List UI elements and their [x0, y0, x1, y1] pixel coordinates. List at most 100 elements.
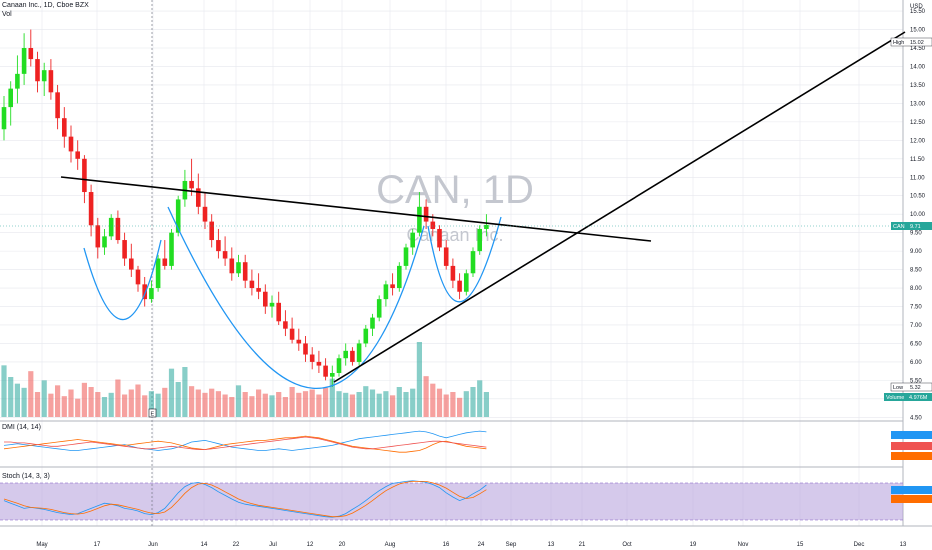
candle-body — [75, 151, 80, 159]
candle-body — [35, 59, 40, 82]
candle — [162, 240, 168, 270]
candle-body — [196, 188, 201, 207]
candle — [108, 214, 114, 241]
candle-body — [242, 262, 248, 281]
volume-bar — [88, 387, 94, 417]
candle — [403, 243, 409, 270]
price-tick-label: 10.50 — [910, 194, 926, 200]
candle — [289, 317, 295, 344]
candle-body — [155, 258, 161, 289]
candle-body — [363, 328, 369, 344]
time-tick-label: Aug — [385, 542, 396, 548]
volume-bar — [416, 342, 422, 417]
candle-body — [108, 217, 114, 237]
price-tick-label: 12.50 — [910, 120, 926, 126]
candle-body — [376, 299, 382, 318]
time-tick-label: May — [36, 542, 47, 548]
candle-body — [55, 92, 60, 119]
candle — [189, 158, 194, 196]
volume-bar — [450, 392, 456, 417]
time-tick-label: Oct — [622, 542, 632, 548]
volume-bar — [215, 391, 221, 417]
price-tick-label: 4.50 — [910, 415, 922, 421]
candles — [1, 29, 489, 388]
candle — [202, 192, 208, 229]
candle-body — [68, 136, 74, 152]
time-tick-label: 22 — [233, 542, 240, 548]
time-tick-label: 13 — [900, 542, 907, 548]
price-tick-label: 10.00 — [910, 212, 926, 218]
event-flag — [148, 408, 157, 418]
volume-bar — [316, 394, 322, 417]
candle — [88, 184, 94, 237]
candle-body — [457, 280, 462, 292]
volume-bar — [477, 380, 483, 417]
candle-body — [222, 251, 228, 259]
time-tick-label: 17 — [94, 542, 101, 548]
volume-bar — [8, 377, 14, 417]
cup-curve-left — [83, 239, 162, 321]
volume-bar — [34, 392, 41, 417]
candle-body — [269, 302, 275, 307]
time-tick-label: Jul — [269, 542, 277, 548]
candle-body — [169, 232, 174, 266]
candle — [115, 210, 121, 244]
dmi-adx-line — [4, 436, 487, 451]
candle — [263, 284, 268, 314]
volume-bars — [1, 342, 489, 417]
candle — [28, 29, 34, 67]
volume-bar — [142, 395, 148, 417]
volume-bar — [262, 393, 268, 417]
low-label: Low — [893, 385, 903, 391]
volume-bar — [302, 391, 309, 417]
volume-bar — [155, 393, 161, 417]
candle — [242, 254, 248, 289]
candle — [343, 343, 348, 366]
candle — [383, 280, 389, 307]
volume-bar — [356, 392, 362, 417]
dmi-lines — [3, 430, 487, 453]
volume-bar — [249, 396, 255, 417]
volume-bar — [483, 392, 489, 417]
price-tick-label: 12.00 — [910, 138, 926, 144]
volume-bar — [269, 395, 275, 417]
candle — [55, 84, 60, 130]
candle-body — [135, 269, 141, 285]
price-tick-label: 13.00 — [910, 101, 926, 107]
time-tick-label: 19 — [690, 542, 697, 548]
candle-body — [48, 70, 54, 93]
candle — [249, 269, 255, 296]
candle-body — [256, 288, 261, 292]
volume-bar — [48, 393, 54, 417]
volume-bar — [1, 365, 7, 417]
candle — [376, 295, 382, 322]
candle-body — [397, 265, 402, 289]
candle-body — [477, 228, 482, 252]
candle — [175, 195, 181, 237]
time-tick-label: 21 — [579, 542, 586, 548]
candle-body — [343, 350, 348, 359]
support-trendline — [333, 31, 906, 383]
candle — [356, 339, 362, 366]
candle-body — [8, 88, 13, 108]
volume-bar — [463, 391, 469, 417]
candle — [443, 240, 449, 270]
stoch-d-line — [3, 480, 487, 518]
volume-bar — [323, 387, 329, 417]
candle-body — [209, 221, 214, 241]
time-tick-label: 24 — [478, 542, 485, 548]
time-tick-label: 13 — [548, 542, 555, 548]
candle-body — [443, 247, 449, 266]
candle — [135, 265, 141, 292]
candle — [35, 51, 40, 93]
candle-body — [249, 280, 255, 289]
candle — [316, 350, 322, 373]
candle — [149, 280, 154, 303]
candle-body — [410, 232, 415, 248]
volume-bar — [189, 386, 195, 417]
time-axis: May 17 Jun 14 22 Jul 12 20 Aug 16 24 Sep 13 21 Oct 19 No… — [36, 542, 907, 548]
candle-body — [263, 291, 268, 307]
volume-bar — [256, 389, 262, 417]
price-tick-label: 15.00 — [910, 28, 926, 34]
